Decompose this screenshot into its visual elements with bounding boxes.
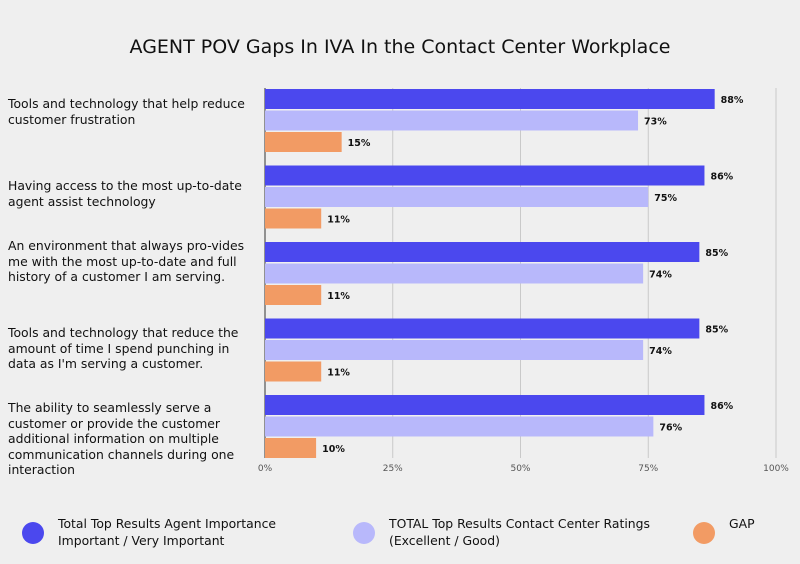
- value-label-s3-c3: 11%: [327, 291, 350, 302]
- legend-label-importance-line1: Total Top Results Agent Importance: [58, 516, 277, 531]
- value-label-s2-c2: 75%: [654, 193, 677, 204]
- bar-s3-c1: [265, 132, 342, 152]
- bar-s1-c5: [265, 395, 705, 415]
- x-tick-label-1: 25%: [383, 464, 403, 474]
- value-label-s1-c2: 86%: [710, 172, 733, 183]
- x-tick-label-3: 75%: [638, 464, 658, 474]
- bar-s2-c1: [265, 110, 639, 131]
- value-label-s3-c5: 10%: [322, 444, 345, 455]
- legend-swatch-ratings: [353, 522, 375, 544]
- value-label-s1-c1: 88%: [721, 95, 744, 106]
- bar-s2-c5: [265, 416, 654, 437]
- value-label-s3-c1: 15%: [348, 138, 371, 149]
- bar-s3-c5: [265, 438, 317, 458]
- legend-label-importance-line2: Important / Very Important: [58, 533, 225, 548]
- value-label-s1-c3: 85%: [705, 248, 728, 259]
- category-label-5: The ability to seamlessly serve a custom…: [8, 400, 235, 477]
- chart-title: AGENT POV Gaps In IVA In the Contact Cen…: [129, 36, 671, 58]
- value-label-s3-c4: 11%: [327, 368, 350, 379]
- legend-swatch-importance: [22, 522, 44, 544]
- category-label-3: An environment that always pro-vides me …: [8, 238, 245, 284]
- bar-s3-c3: [265, 285, 322, 305]
- value-label-s2-c1: 73%: [644, 117, 667, 128]
- bar-s2-c4: [265, 340, 644, 360]
- category-label-2: Having access to the most up-to-date age…: [8, 178, 242, 209]
- bar-s1-c1: [265, 89, 715, 109]
- legend-label-ratings-line1: TOTAL Top Results Contact Center Ratings: [389, 516, 650, 531]
- value-label-s2-c4: 74%: [649, 346, 672, 357]
- value-label-s1-c4: 85%: [705, 325, 728, 336]
- legend-item-gap: GAP: [693, 515, 755, 544]
- category-label-4: Tools and technology that reduce the amo…: [8, 325, 239, 371]
- bar-chart: 0% 25% 50% 75% 100% 88% 73% 15% 86% 75% 11% 85% 74% 1…: [258, 88, 789, 474]
- value-label-s2-c3: 74%: [649, 270, 672, 281]
- bar-s1-c4: [265, 318, 700, 339]
- x-tick-label-4: 100%: [763, 464, 789, 474]
- category-label-1: Tools and technology that help reduce cu…: [8, 96, 245, 127]
- legend-label-gap: GAP: [729, 516, 755, 531]
- value-label-s3-c2: 11%: [327, 215, 350, 226]
- bar-s1-c3: [265, 242, 700, 262]
- bar-s3-c4: [265, 361, 322, 382]
- x-tick-label-2: 50%: [510, 464, 530, 474]
- x-tick-label-0: 0%: [258, 464, 273, 474]
- legend-swatch-gap: [693, 522, 715, 544]
- legend-label-ratings-line2: (Excellent / Good): [389, 533, 500, 548]
- value-label-s1-c5: 86%: [710, 401, 733, 412]
- bar-s2-c2: [265, 187, 649, 207]
- bar-s1-c2: [265, 165, 705, 186]
- bar-s3-c2: [265, 208, 322, 229]
- bar-s2-c3: [265, 263, 644, 284]
- value-label-s2-c5: 76%: [659, 423, 682, 434]
- legend-item-importance: Total Top Results Agent Importance Impor…: [22, 515, 276, 549]
- legend-item-ratings: TOTAL Top Results Contact Center Ratings…: [353, 515, 650, 549]
